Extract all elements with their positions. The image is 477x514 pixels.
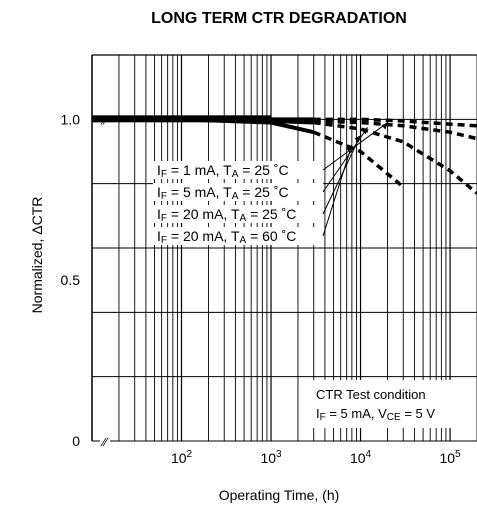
- curves: [92, 115, 477, 195]
- leader-arrowhead: [381, 122, 388, 130]
- y-tick-label: 1.0: [61, 111, 81, 127]
- x-axis-label: Operating Time, (h): [219, 487, 340, 503]
- x-tick-label: 102: [171, 449, 193, 466]
- x-tick-label: 103: [260, 449, 282, 466]
- series-line-dashed: [313, 117, 477, 128]
- series-label: IF = 1 mA, TA = 25 ˚C: [157, 162, 289, 180]
- leader-arrowhead: [361, 127, 368, 135]
- test-condition-line1: CTR Test condition: [316, 387, 426, 402]
- leader-arrowhead: [345, 145, 352, 153]
- leader-line: [322, 127, 369, 193]
- leader-arrowhead: [354, 135, 361, 143]
- series-label-bg: [153, 205, 323, 223]
- series-line-dashed: [313, 130, 405, 189]
- leader-line: [322, 135, 361, 215]
- leader-line: [322, 144, 353, 237]
- series-label: IF = 20 mA, TA = 25 ˚C: [157, 206, 296, 224]
- series-label-bg: [153, 227, 323, 245]
- chart-title: LONG TERM CTR DEGRADATION: [151, 10, 407, 27]
- series-line-dashed: [313, 119, 477, 141]
- test-condition-bg: [308, 380, 472, 428]
- y-tick-label: 0.5: [61, 272, 81, 288]
- x-tick-label: 105: [439, 449, 461, 466]
- tick-labels: 0 0.5 1.0 102 103 104 105: [61, 111, 462, 466]
- series-label: IF = 5 mA, TA = 25 ˚C: [157, 184, 289, 202]
- test-condition-line2: IF = 5 mA, VCE = 5 V: [316, 406, 435, 423]
- x-tick-label: 104: [350, 449, 372, 466]
- series-label: IF = 20 mA, TA = 60 ˚C: [157, 228, 296, 246]
- overlap-band: [92, 115, 272, 123]
- series-label-bg: [153, 161, 323, 179]
- y-tick-label: 0: [72, 433, 80, 449]
- axis-break-gap: [100, 436, 110, 446]
- series-line-dashed: [313, 120, 477, 195]
- y-axis-label: Normalized, ΔCTR: [29, 197, 45, 314]
- series-label-bg: [153, 183, 323, 201]
- axis-break-mark: ∕∕: [100, 435, 109, 449]
- callouts: IF = 1 mA, TA = 25 ˚C IF = 5 mA, TA = 25 …: [153, 122, 388, 246]
- test-condition-box: CTR Test condition IF = 5 mA, VCE = 5 V: [308, 380, 472, 428]
